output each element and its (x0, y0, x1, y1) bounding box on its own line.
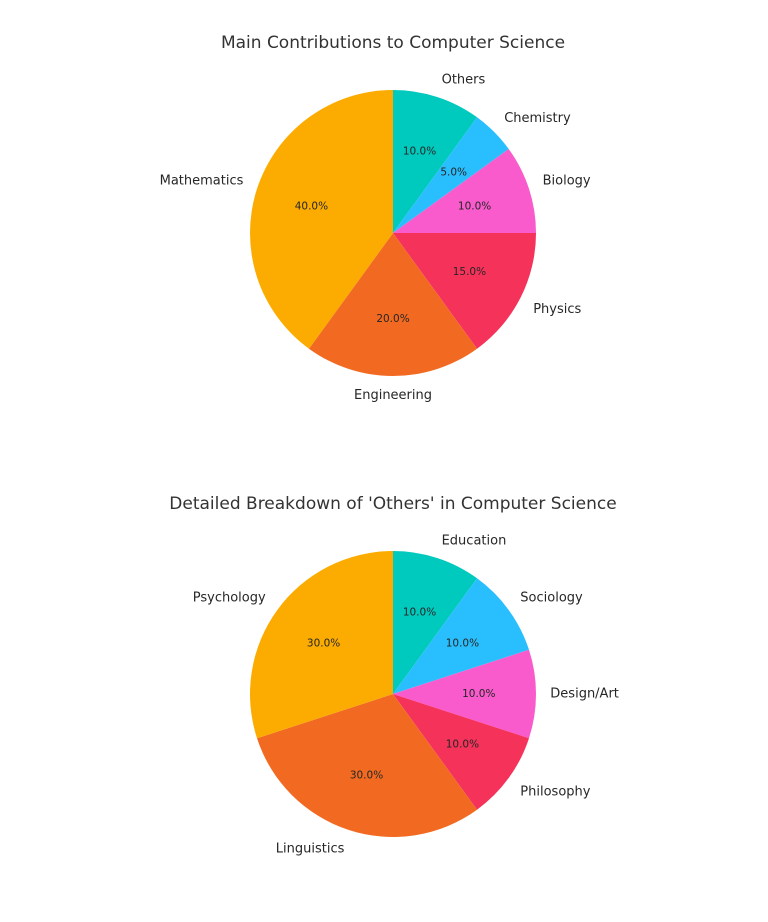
main-contributions-pie-chart: Main Contributions to Computer Science O… (160, 33, 591, 403)
pct-label-mathematics: 40.0% (295, 201, 328, 213)
pct-label-linguistics: 30.0% (350, 770, 383, 782)
slice-label-chemistry: Chemistry (504, 111, 571, 126)
slice-label-psychology: Psychology (193, 591, 266, 606)
chart-title-main: Main Contributions to Computer Science (221, 33, 565, 53)
pct-label-engineering: 20.0% (376, 313, 409, 325)
chart-title-others: Detailed Breakdown of 'Others' in Comput… (169, 494, 616, 514)
pie-slice-engineering (308, 233, 478, 376)
others-breakdown-pie-chart: Detailed Breakdown of 'Others' in Comput… (169, 494, 619, 856)
slice-label-design-art: Design/Art (550, 687, 619, 702)
pie-slices (250, 90, 536, 376)
pct-label-philosophy: 10.0% (446, 738, 479, 750)
pct-label-education: 10.0% (403, 606, 436, 618)
pie-labels: Education 10.0% Sociology 10.0% Design/Art 10… (193, 533, 619, 856)
pie-slice-education (393, 551, 478, 694)
pct-label-design-art: 10.0% (462, 688, 495, 700)
pie-slices (250, 551, 536, 837)
pct-label-physics: 15.0% (453, 266, 486, 278)
pie-slice-chemistry (393, 117, 509, 233)
slice-label-engineering: Engineering (354, 388, 432, 403)
slice-label-others: Others (442, 72, 486, 87)
pct-label-others: 10.0% (403, 145, 436, 157)
slice-label-philosophy: Philosophy (520, 784, 590, 799)
pct-label-sociology: 10.0% (446, 638, 479, 650)
slice-label-biology: Biology (543, 173, 591, 188)
pct-label-psychology: 30.0% (307, 638, 340, 650)
slice-label-linguistics: Linguistics (276, 841, 345, 856)
pie-slice-biology (393, 148, 536, 233)
pie-slice-philosophy (393, 694, 529, 810)
pie-slice-design-art (393, 649, 536, 739)
pie-slice-mathematics (250, 90, 393, 349)
pie-slice-sociology (393, 578, 529, 694)
slice-label-physics: Physics (533, 302, 581, 317)
pie-slice-linguistics (257, 694, 478, 837)
pie-slice-others (393, 90, 478, 233)
pie-labels: Others 10.0% Chemistry 5.0% Biology 10.0% Phys… (160, 72, 591, 403)
pct-label-chemistry: 5.0% (440, 166, 467, 178)
slice-label-education: Education (442, 533, 507, 548)
pct-label-biology: 10.0% (458, 201, 491, 213)
slice-label-sociology: Sociology (520, 591, 583, 606)
pie-slice-physics (393, 233, 536, 349)
pie-slice-psychology (250, 551, 393, 739)
slice-label-mathematics: Mathematics (160, 173, 244, 188)
